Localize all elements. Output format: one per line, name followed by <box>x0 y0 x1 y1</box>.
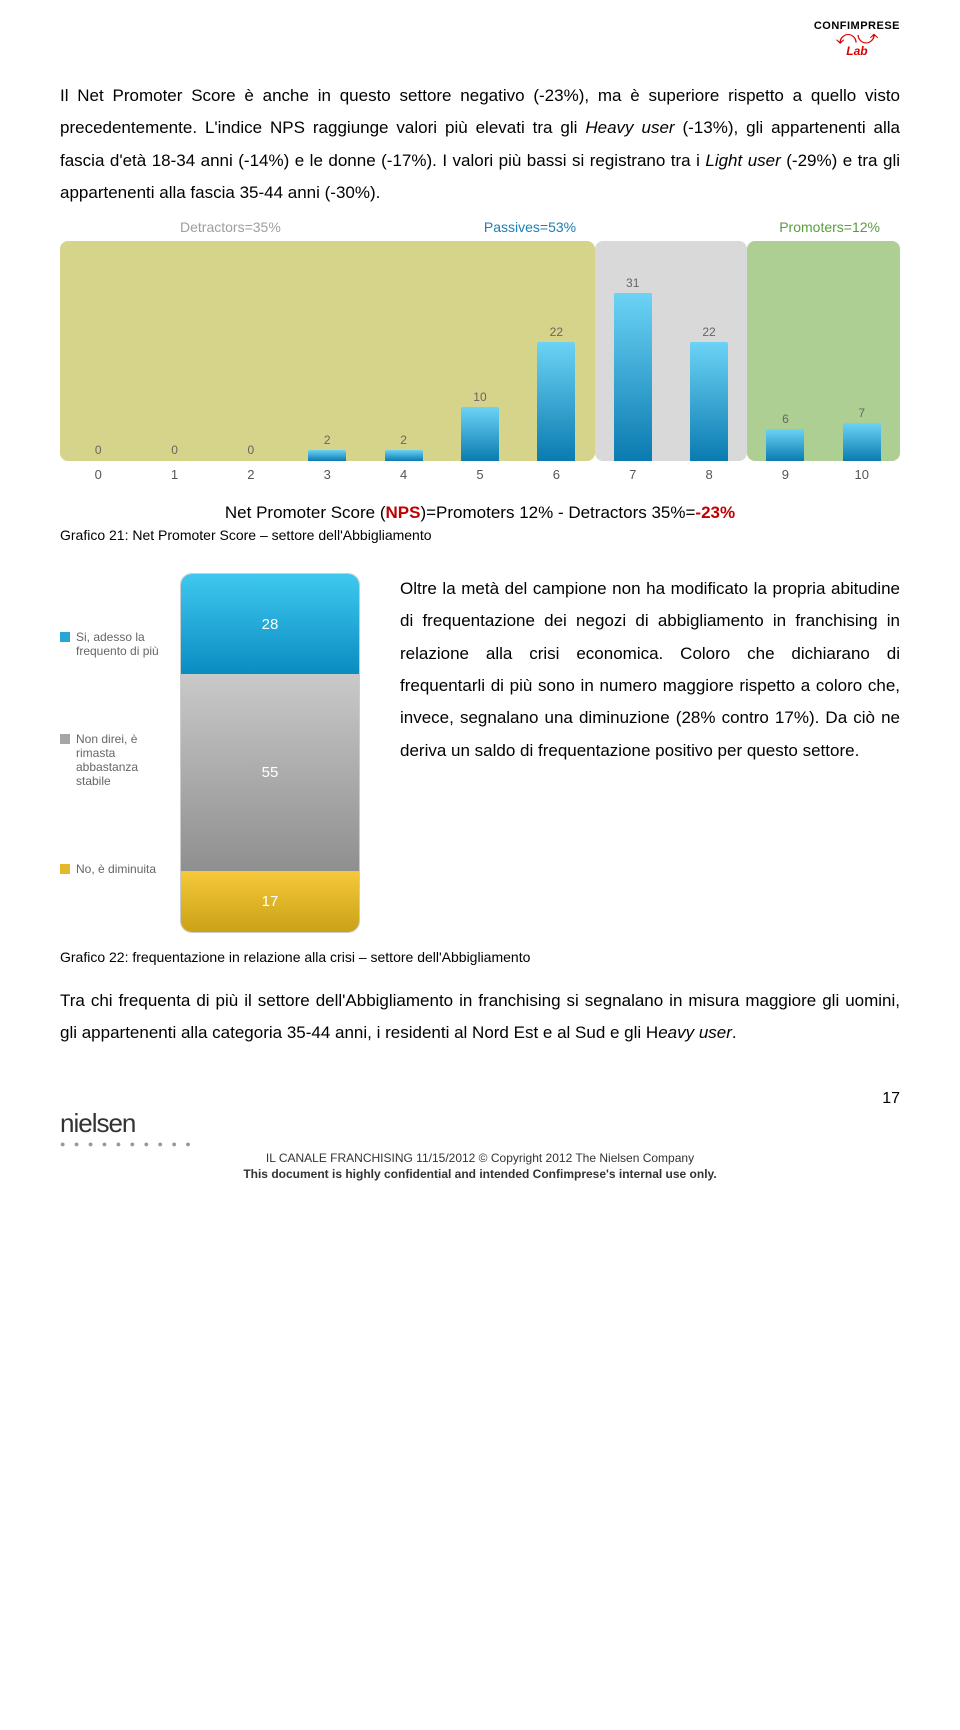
nps-formula-mid: )=Promoters 12% - Detractors 35%= <box>420 503 695 522</box>
bar-value: 2 <box>400 433 407 447</box>
xaxis-tick: 9 <box>747 461 823 491</box>
bar-3: 2 <box>289 241 365 461</box>
bar-rect <box>461 407 499 461</box>
bar-5: 10 <box>442 241 518 461</box>
detractors-header: Detractors=35% <box>180 219 281 235</box>
bar-rect <box>537 342 575 461</box>
legend-item-stable: Non direi, è rimasta abbastanza stabile <box>60 732 170 788</box>
xaxis-tick: 6 <box>518 461 594 491</box>
footer-line1: IL CANALE FRANCHISING 11/15/2012 © Copyr… <box>60 1151 900 1165</box>
confimprese-logo: CONFIMPRESE ⤺⤻ Lab <box>814 20 900 58</box>
stacked-legend: Si, adesso la frequento di più Non direi,… <box>60 573 170 933</box>
legend-swatch-icon <box>60 632 70 642</box>
bar-value: 7 <box>858 406 865 420</box>
nps-formula-prefix: Net Promoter Score ( <box>225 503 386 522</box>
nielsen-logo: nielsen <box>60 1108 900 1139</box>
nps-chart: Detractors=35% Passives=53% Promoters=12… <box>60 219 900 491</box>
bar-rect <box>843 423 881 461</box>
legend-swatch-icon <box>60 864 70 874</box>
bar-2: 0 <box>213 241 289 461</box>
bar-value: 10 <box>473 390 486 404</box>
nps-bars: 000221022312267 <box>60 241 900 461</box>
stacked-chart: 285517 <box>180 573 360 933</box>
legend-item-less: No, è diminuita <box>60 862 170 876</box>
bar-value: 31 <box>626 276 639 290</box>
bar-value: 2 <box>324 433 331 447</box>
passives-header: Passives=53% <box>484 219 576 235</box>
bar-value: 6 <box>782 412 789 426</box>
bar-value: 0 <box>95 443 102 457</box>
xaxis-tick: 8 <box>671 461 747 491</box>
bar-9: 6 <box>747 241 823 461</box>
legend-swatch-icon <box>60 734 70 744</box>
legend-label: Non direi, è rimasta abbastanza stabile <box>76 732 170 788</box>
bar-rect <box>690 342 728 461</box>
row-chart2: Si, adesso la frequento di più Non direi,… <box>60 573 900 933</box>
page-number: 17 <box>60 1090 900 1108</box>
bar-8: 22 <box>671 241 747 461</box>
promoters-header: Promoters=12% <box>779 219 880 235</box>
chart1-caption: Grafico 21: Net Promoter Score – settore… <box>60 527 900 543</box>
xaxis-tick: 10 <box>824 461 900 491</box>
nps-xaxis: 012345678910 <box>60 461 900 491</box>
bar-rect <box>614 293 652 461</box>
segment-less: 17 <box>181 871 359 932</box>
xaxis-tick: 4 <box>365 461 441 491</box>
bar-value: 0 <box>248 443 255 457</box>
xaxis-tick: 7 <box>595 461 671 491</box>
segment-stable: 55 <box>181 674 359 871</box>
intro-paragraph: Il Net Promoter Score è anche in questo … <box>60 80 900 209</box>
nps-chart-area: 000221022312267 012345678910 <box>60 241 900 491</box>
nps-formula: Net Promoter Score (NPS)=Promoters 12% -… <box>60 503 900 523</box>
chart2-caption: Grafico 22: frequentazione in relazione … <box>60 949 900 965</box>
bar-rect <box>766 429 804 462</box>
bar-0: 0 <box>60 241 136 461</box>
stacked-chart-wrap: Si, adesso la frequento di più Non direi,… <box>60 573 380 933</box>
bar-value: 22 <box>702 325 715 339</box>
para-chart2: Oltre la metà del campione non ha modifi… <box>400 573 900 767</box>
bar-6: 22 <box>518 241 594 461</box>
segment-more: 28 <box>181 574 359 674</box>
nps-chart-header: Detractors=35% Passives=53% Promoters=12… <box>60 219 900 241</box>
bar-value: 0 <box>171 443 178 457</box>
logo-arrows-icon: ⤺⤻ <box>814 32 900 44</box>
bar-rect <box>308 450 346 461</box>
bar-10: 7 <box>824 241 900 461</box>
nps-formula-result: -23% <box>695 503 735 522</box>
xaxis-tick: 2 <box>213 461 289 491</box>
nps-formula-nps: NPS <box>386 503 421 522</box>
logo-sub: Lab <box>814 44 900 58</box>
page-footer: 17 nielsen ● ● ● ● ● ● ● ● ● ● IL CANALE… <box>60 1090 900 1181</box>
bar-7: 31 <box>595 241 671 461</box>
xaxis-tick: 0 <box>60 461 136 491</box>
legend-item-more: Si, adesso la frequento di più <box>60 630 170 658</box>
legend-label: Si, adesso la frequento di più <box>76 630 170 658</box>
legend-label: No, è diminuita <box>76 862 156 876</box>
bar-4: 2 <box>365 241 441 461</box>
bar-1: 0 <box>136 241 212 461</box>
xaxis-tick: 1 <box>136 461 212 491</box>
bar-value: 22 <box>550 325 563 339</box>
closing-paragraph: Tra chi frequenta di più il settore dell… <box>60 985 900 1050</box>
xaxis-tick: 3 <box>289 461 365 491</box>
footer-line2: This document is highly confidential and… <box>60 1167 900 1181</box>
xaxis-tick: 5 <box>442 461 518 491</box>
nielsen-dots-icon: ● ● ● ● ● ● ● ● ● ● <box>60 1139 900 1149</box>
bar-rect <box>385 450 423 461</box>
